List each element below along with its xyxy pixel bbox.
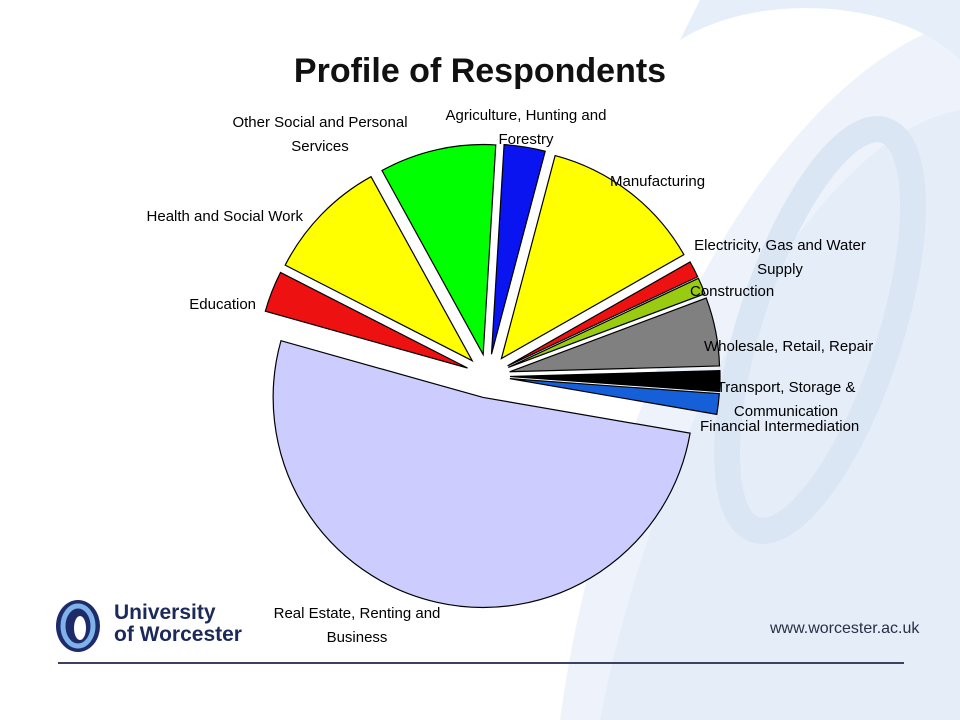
pie-slice bbox=[272, 339, 691, 609]
pie-slice bbox=[381, 143, 497, 357]
pie-slice bbox=[509, 370, 721, 393]
slice-label: Education bbox=[189, 296, 256, 313]
pie-slice bbox=[508, 277, 706, 369]
slice-label: Other Social and Personal Services bbox=[232, 114, 407, 155]
pie-slice bbox=[490, 144, 546, 355]
slide-title: Profile of Respondents bbox=[293, 52, 667, 90]
slice-label: Manufacturing bbox=[610, 173, 705, 190]
logo-text: University of Worcester bbox=[114, 602, 242, 646]
slice-label: Agriculture, Hunting and Forestry bbox=[446, 107, 607, 148]
pie-slice bbox=[507, 261, 699, 367]
slice-label: Health and Social Work bbox=[147, 208, 304, 225]
pie-slice bbox=[509, 297, 721, 373]
slice-label: Wholesale, Retail, Repair bbox=[704, 338, 873, 355]
university-logo bbox=[56, 600, 100, 652]
slice-label: Financial Intermediation bbox=[700, 418, 859, 435]
footer-divider bbox=[58, 662, 904, 664]
pie-slice bbox=[264, 271, 468, 369]
slice-label: Transport, Storage & Communication bbox=[717, 379, 856, 420]
pie-slice bbox=[284, 175, 474, 363]
pie-slices bbox=[264, 143, 721, 609]
slice-label: Construction bbox=[690, 283, 774, 300]
logo-line-2: of Worcester bbox=[114, 623, 242, 646]
pie-slice bbox=[500, 154, 685, 360]
pie-slice bbox=[509, 378, 720, 416]
logo-line-1: University bbox=[114, 601, 216, 624]
logo-emblem-inner bbox=[74, 616, 86, 640]
slice-label: Electricity, Gas and Water Supply bbox=[694, 237, 866, 278]
logo-emblem-ring bbox=[60, 603, 96, 649]
website-url: www.worcester.ac.uk bbox=[770, 620, 920, 637]
pie-labels: Agriculture, Hunting and Forestry Manufact… bbox=[147, 107, 874, 646]
slice-label: Real Estate, Renting and Business bbox=[274, 605, 441, 646]
